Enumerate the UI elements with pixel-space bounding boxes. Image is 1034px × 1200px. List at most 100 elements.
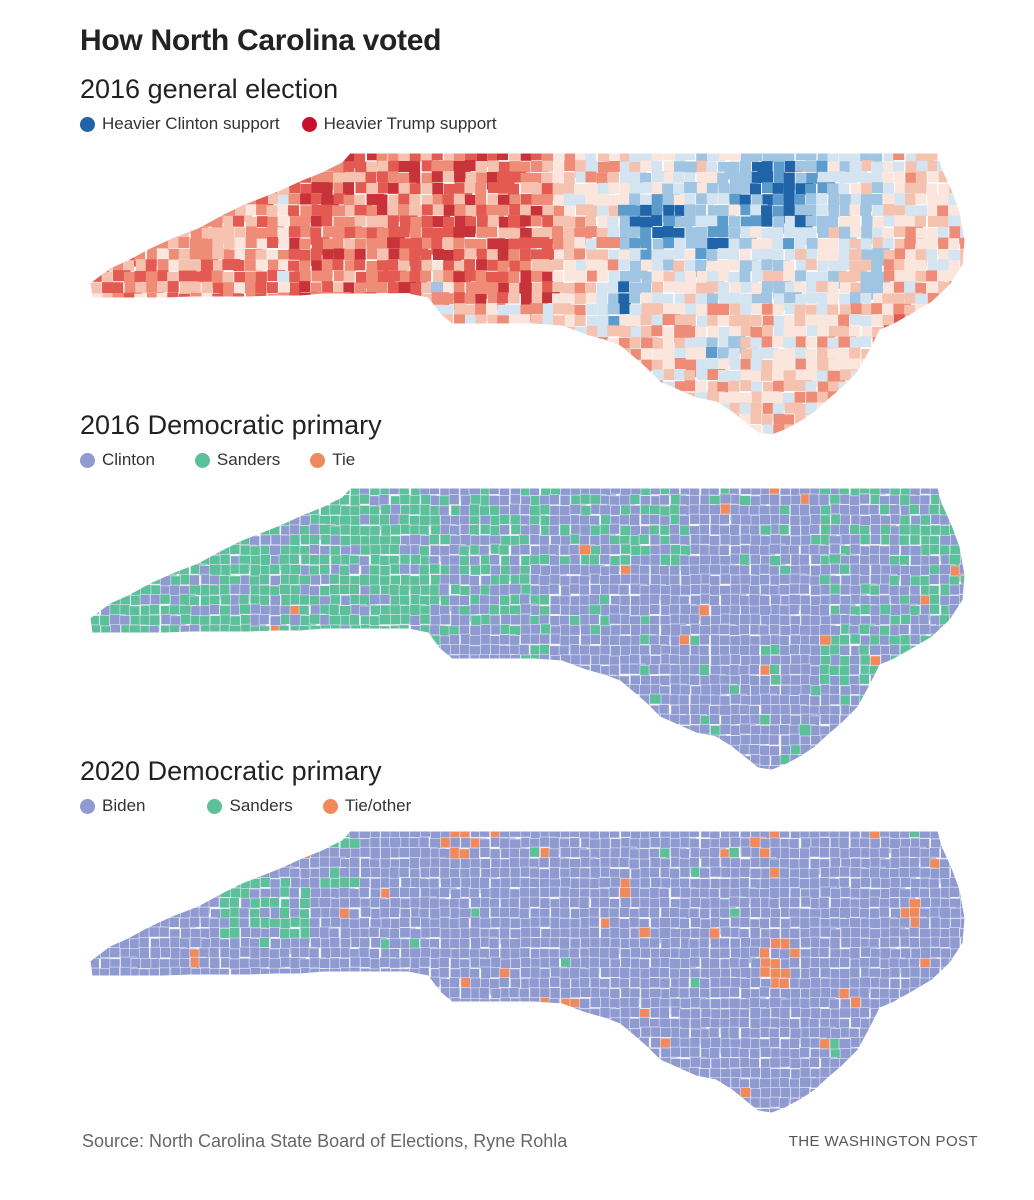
precinct <box>779 694 790 706</box>
precinct <box>559 1008 577 1025</box>
precinct <box>651 260 663 272</box>
precinct <box>669 664 681 675</box>
precinct <box>816 204 828 216</box>
precinct <box>421 215 440 227</box>
precinct <box>751 260 763 279</box>
precinct <box>828 831 840 839</box>
precinct <box>904 182 916 201</box>
precinct <box>570 987 581 998</box>
precinct <box>909 831 920 838</box>
precinct <box>179 554 191 565</box>
precinct <box>619 554 631 566</box>
precinct <box>465 248 477 260</box>
precinct <box>589 888 601 900</box>
precinct <box>541 238 553 257</box>
precinct <box>805 204 817 216</box>
precinct <box>366 281 378 293</box>
precinct <box>586 249 598 261</box>
precinct <box>113 248 125 260</box>
precinct <box>198 906 210 918</box>
precinct <box>904 292 923 304</box>
precinct <box>100 625 112 637</box>
precinct <box>498 182 510 194</box>
precinct <box>630 326 649 338</box>
precinct <box>819 584 831 595</box>
precinct <box>805 281 817 293</box>
precinct <box>310 282 322 294</box>
precinct <box>219 534 231 545</box>
precinct <box>559 635 571 647</box>
legend-dot-sanders-2020 <box>207 798 223 814</box>
precinct <box>244 259 263 271</box>
precinct <box>228 897 240 909</box>
precinct <box>476 153 488 162</box>
precinct <box>918 614 930 625</box>
precinct <box>718 193 730 205</box>
precinct <box>289 967 301 979</box>
precinct <box>255 259 267 271</box>
precinct <box>328 927 340 939</box>
precinct <box>651 215 663 227</box>
precinct <box>458 654 470 671</box>
precinct <box>872 237 884 256</box>
precinct <box>849 325 861 343</box>
precinct <box>190 928 201 939</box>
precinct <box>800 896 812 908</box>
precinct <box>849 505 860 516</box>
precinct <box>478 545 490 556</box>
precinct <box>409 897 421 909</box>
precinct <box>200 967 212 979</box>
precinct <box>740 226 752 238</box>
precinct <box>234 271 246 290</box>
precinct <box>850 684 861 695</box>
precinct <box>870 655 881 667</box>
precinct <box>539 868 550 880</box>
precinct <box>650 948 661 959</box>
legend-item-sanders-2016: Sanders <box>194 450 280 470</box>
precinct <box>789 928 801 939</box>
precinct <box>928 555 940 567</box>
precinct <box>569 624 581 636</box>
precinct <box>260 877 271 888</box>
precinct <box>717 370 729 382</box>
precinct <box>805 348 817 367</box>
precinct <box>548 494 560 506</box>
precinct <box>795 183 814 195</box>
precinct <box>779 887 790 898</box>
precinct <box>322 249 334 261</box>
precinct <box>575 171 587 183</box>
precinct <box>608 227 620 239</box>
precinct <box>778 1097 790 1113</box>
precinct <box>772 249 784 267</box>
precinct <box>838 381 850 393</box>
precinct <box>596 282 608 301</box>
precinct <box>674 369 686 381</box>
precinct <box>849 888 861 899</box>
precinct <box>289 216 301 228</box>
precinct <box>751 303 770 315</box>
precinct <box>880 664 891 676</box>
precinct <box>762 315 774 327</box>
precinct <box>359 927 371 939</box>
precinct <box>920 594 931 606</box>
precinct <box>289 847 307 859</box>
precinct <box>299 270 311 282</box>
precinct <box>805 227 817 239</box>
legend-dot-clinton <box>80 116 95 132</box>
precinct <box>278 281 290 293</box>
precinct <box>419 574 430 586</box>
precinct <box>560 488 571 496</box>
source-note: Source: North Carolina State Board of El… <box>82 1131 568 1151</box>
precinct <box>464 194 476 206</box>
precinct <box>649 848 660 859</box>
precinct <box>553 303 571 315</box>
precinct <box>772 403 784 422</box>
precinct <box>429 545 441 556</box>
precinct <box>919 494 931 506</box>
precinct <box>710 878 721 889</box>
precinct <box>880 645 891 656</box>
precinct <box>190 605 202 617</box>
precinct <box>222 259 241 271</box>
legend-item-tie-2016: Tie <box>310 450 355 470</box>
precinct <box>311 171 323 183</box>
